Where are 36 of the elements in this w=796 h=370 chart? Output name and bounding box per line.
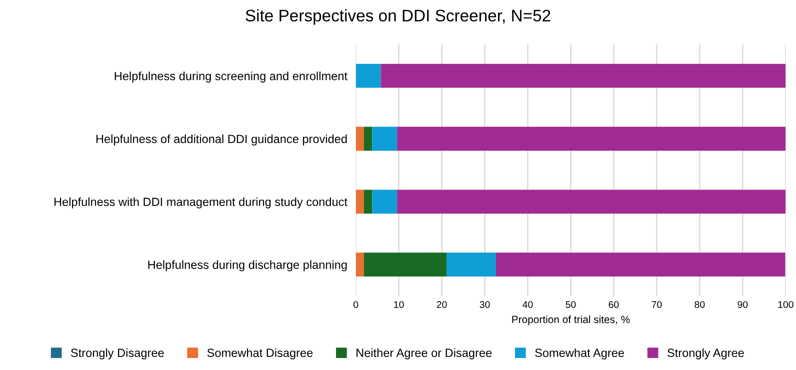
bar — [356, 64, 381, 88]
y-tick-label: Helpfulness with DDI management during study conduct — [54, 197, 348, 208]
bar — [356, 190, 364, 214]
x-axis-title: Proportion of trial sites, % — [512, 315, 630, 326]
x-tick-label: 30 — [480, 301, 490, 308]
legend-label: Somewhat Disagree — [207, 348, 313, 360]
x-tick-label: 90 — [738, 301, 748, 308]
bar — [446, 252, 496, 276]
x-tick-label: 50 — [566, 301, 576, 308]
x-tick-label: 10 — [394, 301, 404, 308]
x-tick-label: 70 — [652, 301, 662, 308]
bar — [397, 126, 786, 151]
x-tick-label: 40 — [522, 301, 533, 308]
y-tick-label: Helpfulness during screening and enrollment — [114, 72, 348, 83]
legend-label: Somewhat Agree — [535, 348, 624, 360]
legend-label: Strongly Disagree — [71, 348, 164, 360]
bar — [397, 190, 786, 214]
bar — [364, 252, 447, 276]
chart-title: Site Perspectives on DDI Screener, N=52 — [246, 9, 550, 25]
bar — [364, 126, 372, 151]
bar — [364, 190, 372, 214]
bar — [372, 126, 398, 151]
legend-label: Neither Agree or Disagree — [356, 348, 492, 360]
y-tick-label: Helpfulness during discharge planning — [148, 260, 347, 272]
y-tick-label: Helpfulness of additional DDI guidance provided — [96, 134, 347, 146]
x-tick-label: 60 — [608, 301, 619, 308]
legend-label: Strongly Agree — [668, 348, 744, 360]
bar — [380, 64, 786, 88]
x-tick-label: 20 — [436, 301, 447, 308]
bar — [496, 252, 786, 276]
x-tick-label: 80 — [694, 301, 705, 308]
bar — [356, 252, 364, 276]
x-tick-label: 100 — [778, 301, 794, 308]
bar — [372, 190, 398, 214]
bar — [356, 126, 364, 151]
x-tick-label: 0 — [353, 301, 358, 308]
